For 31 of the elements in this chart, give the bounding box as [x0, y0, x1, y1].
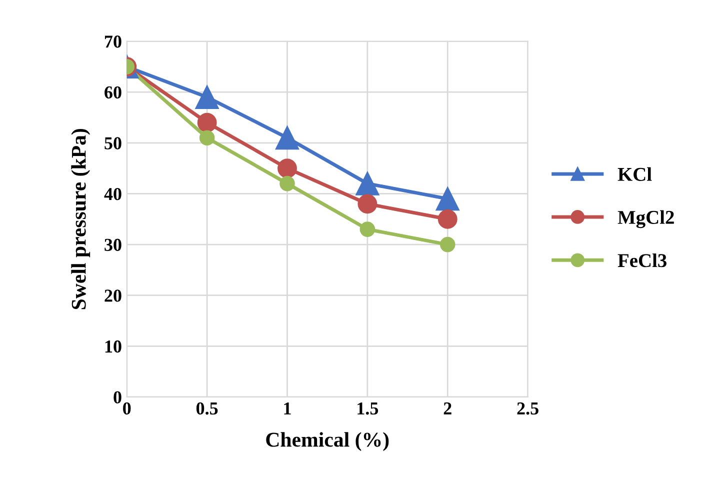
- point: [278, 158, 297, 178]
- x-tick-label: 0: [123, 402, 131, 415]
- y-tick-label: 60: [104, 86, 122, 99]
- point: [356, 172, 380, 196]
- y-tick-label: 40: [104, 188, 122, 200]
- y-tick-label: 30: [104, 238, 122, 251]
- point: [440, 236, 456, 252]
- point: [280, 176, 295, 192]
- y-tick-label: 70: [104, 36, 122, 48]
- x-axis-title: Chemical (%): [266, 432, 389, 452]
- x-tick-label: 1.5: [358, 402, 378, 415]
- legend-label: FeCl3: [618, 253, 666, 268]
- x-tick-label: 0.5: [196, 402, 218, 415]
- y-tick-label: 10: [105, 340, 122, 353]
- point: [275, 126, 300, 150]
- point: [199, 130, 215, 146]
- legend-label: KCl: [618, 167, 652, 181]
- y-tick-label: 50: [104, 137, 122, 150]
- y-axis-title: Swell pressure (kPa): [71, 128, 90, 310]
- point: [360, 222, 376, 237]
- point: [436, 187, 460, 211]
- point: [197, 112, 217, 132]
- x-tick-label: 1: [284, 402, 291, 414]
- x-tick-label: 2: [444, 402, 452, 414]
- x-tick-label: 2.5: [517, 402, 538, 415]
- point: [195, 85, 219, 109]
- y-tick-label: 20: [104, 290, 122, 302]
- point: [438, 209, 458, 229]
- point: [358, 194, 378, 214]
- legend-label: MgCl2: [618, 210, 674, 228]
- y-tick-label: 0: [114, 391, 122, 404]
